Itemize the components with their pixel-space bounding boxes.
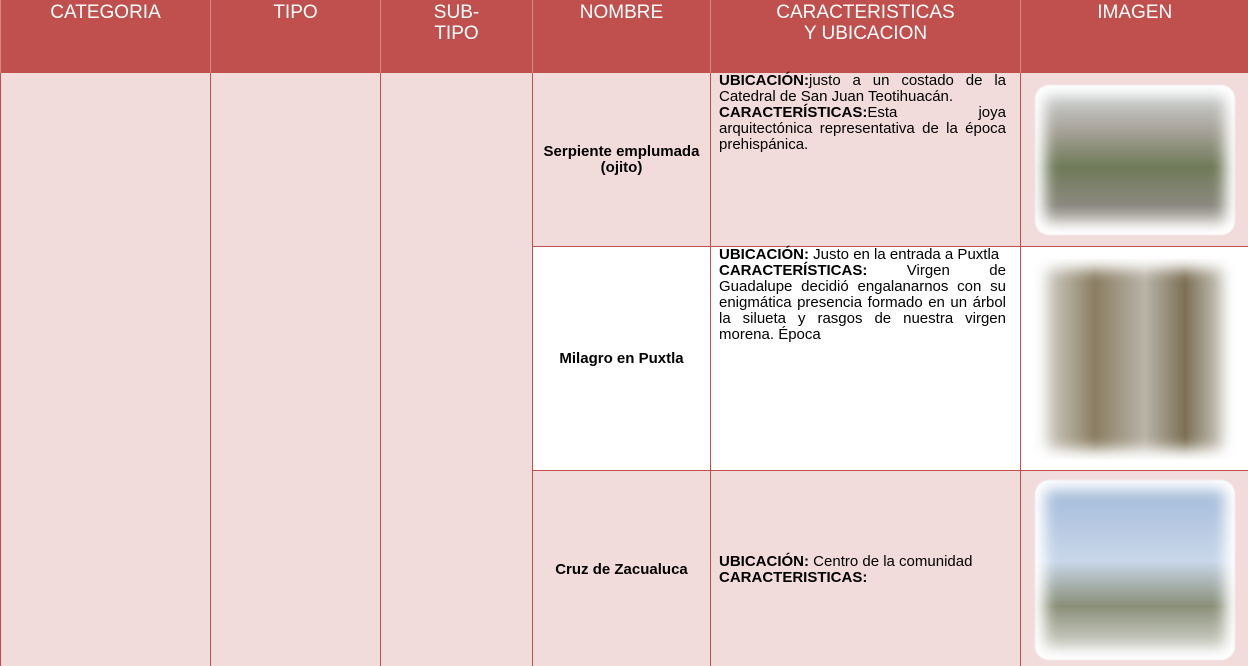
row: Serpiente emplumada (ojito) UBICACIÓN:ju…	[0, 72, 1248, 666]
text: Virgen de Guadalupe decidió engalanarnos…	[719, 262, 1006, 343]
image-cell	[1020, 470, 1248, 666]
photo	[1034, 479, 1235, 660]
site-name: Milagro en Puxtla	[532, 246, 711, 471]
image-cell	[1020, 246, 1248, 471]
label: UBICACIÓN:	[719, 552, 809, 570]
site-name: Serpiente emplumada (ojito)	[532, 72, 711, 247]
header-cell: TIPO	[210, 0, 381, 73]
photo	[1034, 258, 1235, 459]
image-cell	[1020, 72, 1248, 247]
text: justo a un costado de la Catedral de San…	[719, 72, 1006, 105]
header-cell: NOMBRE	[532, 0, 711, 73]
header-row: CATEGORIA TIPO SUB- TIPO NOMBRE CARACTER…	[0, 0, 1248, 73]
header-cell: IMAGEN	[1020, 0, 1248, 73]
row: Milagro en Puxtla UBICACIÓN: Justo en la…	[1, 246, 1248, 471]
header-cell: SUB- TIPO	[380, 0, 533, 73]
text: Centro de la comunidad	[813, 552, 973, 570]
label: CARACTERÍSTICAS:	[719, 262, 868, 279]
type-cell	[210, 72, 381, 666]
row: Cruz de Zacualuca UBICACIÓN: Centro de l…	[1, 470, 1248, 666]
category-cell	[0, 72, 211, 666]
site-name: Cruz de Zacualuca	[532, 470, 711, 666]
description: UBICACIÓN: Justo en la entrada a Puxtla C…	[710, 246, 1021, 471]
description: UBICACIÓN:justo a un costado de la Cated…	[710, 72, 1021, 247]
label: UBICACIÓN:	[719, 246, 809, 263]
label: UBICACIÓN:	[719, 72, 809, 89]
label: CARACTERÍSTICAS:	[719, 104, 868, 121]
description: UBICACIÓN: Centro de la comunidad CARACTE…	[710, 470, 1021, 666]
subtype-cell	[380, 72, 533, 666]
label: CARACTERISTICAS:	[719, 568, 868, 586]
header-cell: CATEGORIA	[0, 0, 211, 73]
photo	[1034, 84, 1235, 235]
header-cell: CARACTERISTICAS Y UBICACION	[710, 0, 1021, 73]
text: Esta joya arquitectónica representativa …	[719, 104, 1006, 153]
text: Justo en la entrada a Puxtla	[813, 246, 1000, 263]
